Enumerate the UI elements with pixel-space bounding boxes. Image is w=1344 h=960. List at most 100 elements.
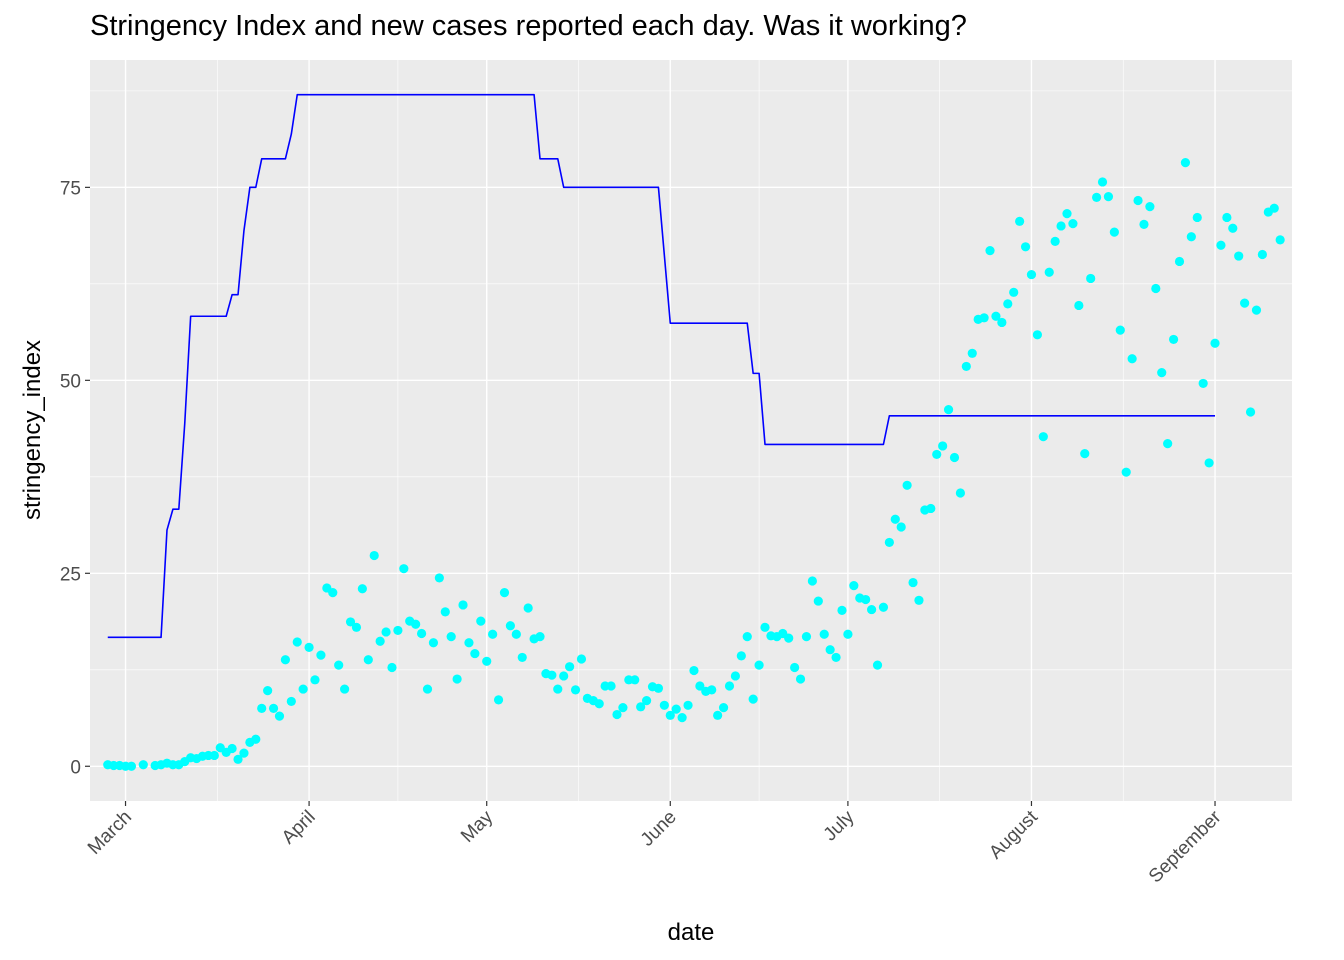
- grid-lines: [90, 60, 1292, 801]
- cases-point: [659, 700, 669, 710]
- cases-point: [1056, 221, 1066, 231]
- cases-point: [1245, 407, 1256, 417]
- x-axis-title: date: [668, 919, 715, 946]
- cases-point: [938, 441, 948, 451]
- cases-point: [310, 675, 320, 685]
- cases-point: [795, 674, 806, 684]
- cases-point: [754, 660, 764, 670]
- cases-point: [482, 656, 492, 666]
- cases-point: [943, 405, 954, 415]
- cases-point: [961, 361, 971, 372]
- cases-point: [452, 674, 462, 684]
- cases-point: [594, 699, 604, 709]
- cases-point: [511, 629, 521, 639]
- cases-point: [825, 645, 835, 655]
- cases-point: [233, 754, 243, 764]
- cases-point: [1080, 449, 1090, 459]
- cases-point: [340, 684, 350, 694]
- cases-point: [393, 625, 403, 636]
- cases-points-layer: [103, 158, 1285, 771]
- cases-point: [612, 709, 622, 720]
- cases-point: [1015, 216, 1025, 226]
- cases-point: [677, 713, 687, 723]
- cases-point: [967, 348, 977, 358]
- cases-point: [523, 603, 533, 613]
- cases-point: [328, 587, 338, 598]
- cases-point: [292, 637, 302, 647]
- cases-point: [304, 642, 314, 653]
- cases-point: [890, 514, 900, 524]
- cases-point: [1003, 299, 1013, 309]
- cases-point: [334, 660, 344, 670]
- cases-point: [636, 702, 646, 712]
- cases-point: [1180, 158, 1191, 168]
- cases-point: [274, 711, 285, 721]
- cases-point: [553, 684, 563, 694]
- cases-point: [1009, 287, 1019, 297]
- cases-point: [807, 576, 817, 586]
- cases-point: [831, 652, 841, 663]
- cases-point: [813, 596, 823, 606]
- cases-point: [932, 449, 942, 460]
- cases-point: [1198, 378, 1208, 389]
- cases-point: [1251, 305, 1262, 315]
- cases-point: [1044, 267, 1054, 277]
- cases-point: [1109, 227, 1119, 237]
- cases-point: [949, 452, 960, 463]
- x-tick-label: August: [985, 806, 1042, 863]
- cases-point: [422, 684, 433, 694]
- cases-point: [665, 710, 675, 720]
- cases-point: [1092, 192, 1102, 202]
- cases-point: [790, 662, 800, 673]
- cases-point: [630, 675, 640, 685]
- cases-point: [1032, 330, 1042, 340]
- cases-point: [1145, 202, 1155, 212]
- cases-point: [926, 503, 936, 514]
- x-tick-label: March: [84, 807, 136, 859]
- cases-point: [1121, 467, 1131, 477]
- cases-point: [618, 703, 628, 713]
- cases-point: [671, 704, 681, 714]
- cases-point: [547, 670, 557, 680]
- cases-point: [357, 584, 367, 594]
- cases-point: [1257, 249, 1267, 260]
- cases-point: [695, 681, 705, 691]
- cases-point: [345, 617, 356, 627]
- cases-point: [849, 581, 859, 591]
- cases-point: [470, 648, 480, 659]
- cases-point: [1050, 236, 1060, 246]
- cases-point: [760, 622, 770, 632]
- cases-point: [997, 317, 1007, 328]
- cases-point: [369, 550, 379, 561]
- cases-point: [476, 616, 486, 626]
- stringency-line-layer: [107, 93, 1216, 639]
- cases-point: [286, 696, 296, 707]
- cases-point: [363, 655, 373, 665]
- x-tick-label: July: [820, 806, 859, 845]
- cases-point: [1086, 273, 1096, 284]
- cases-point: [257, 703, 267, 713]
- cases-point: [861, 594, 871, 605]
- cases-point: [707, 685, 717, 695]
- cases-point: [1192, 212, 1202, 223]
- x-tick-label: April: [278, 807, 320, 849]
- cases-point: [819, 629, 829, 639]
- cases-point: [399, 564, 409, 574]
- x-tick-label: May: [457, 806, 498, 847]
- cases-point: [867, 604, 877, 615]
- cases-point: [316, 650, 326, 660]
- cases-point: [1204, 458, 1214, 468]
- y-axis-title: stringency_index: [19, 340, 46, 520]
- cases-point: [209, 750, 219, 761]
- cases-point: [1174, 256, 1185, 267]
- cases-point: [227, 743, 237, 754]
- cases-point: [914, 595, 924, 605]
- cases-point: [1269, 203, 1279, 213]
- cases-point: [1103, 192, 1114, 202]
- cases-point: [843, 629, 853, 639]
- cases-point: [718, 703, 729, 713]
- cases-point: [1062, 209, 1072, 219]
- cases-point: [837, 605, 847, 615]
- cases-point: [1097, 177, 1108, 187]
- cases-point: [251, 734, 261, 744]
